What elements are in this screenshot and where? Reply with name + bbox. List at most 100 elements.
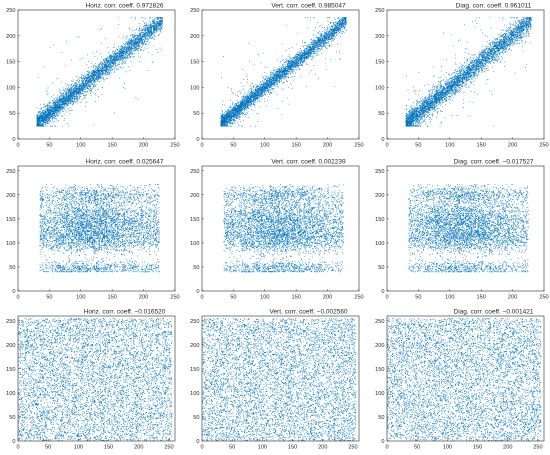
scatter-point [48,114,50,116]
scatter-point [132,44,133,45]
scatter-point [78,88,79,89]
scatter-point [86,80,87,82]
scatter-point [141,39,142,41]
scatter-point [93,72,95,74]
scatter-point [97,72,98,74]
scatter-point [56,114,57,116]
x-tick-label: 250 [170,143,179,149]
scatter-point [129,51,130,53]
scatter-point [57,111,58,112]
scatter-point [144,25,146,26]
scatter-point [91,88,93,89]
scatter-point [131,33,133,35]
scatter-point [121,52,123,54]
scatter-point [38,124,40,125]
scatter-point [42,122,44,124]
scatter-point [45,116,47,118]
scatter-point [94,71,95,72]
scatter-point [136,42,137,43]
scatter-point [139,41,141,43]
scatter-point [157,23,158,24]
scatter-point [152,36,154,38]
scatter-point [144,25,146,27]
scatter-point [111,66,113,68]
scatter-point [259,93,261,94]
scatter-point [142,39,144,41]
scatter-point [64,98,66,100]
scatter-point [136,34,137,36]
scatter-point [74,88,76,90]
scatter-point [115,59,117,60]
scatter-point [158,24,160,26]
scatter-point [94,73,95,75]
scatter-point [37,121,39,123]
scatter-point [104,66,106,68]
scatter-point [152,27,154,29]
scatter-point [46,118,48,120]
scatter-point [92,77,93,79]
scatter-point [57,100,59,102]
scatter-point [71,97,73,99]
scatter-point [142,30,144,32]
scatter-point [120,56,122,58]
scatter-point [99,74,101,76]
scatter-point [56,106,58,108]
scatter-point [122,52,124,54]
scatter-point [59,112,61,114]
scatter-point [77,93,78,95]
scatter-point [149,20,151,22]
scatter-point [114,65,116,66]
scatter-point [145,44,147,46]
scatter-point [73,98,75,100]
scatter-point [108,59,109,61]
scatter-point [137,36,139,38]
scatter-point [106,58,108,59]
scatter-point [87,78,89,80]
scatter-point [44,115,46,116]
scatter-point [37,116,39,118]
scatter-point [102,68,104,69]
scatter-point [152,62,154,64]
scatter-point [108,57,109,59]
scatter-point [81,76,82,78]
scatter-point [69,96,71,98]
scatter-point [124,58,126,60]
scatter-point [137,45,139,47]
scatter-point [125,46,127,48]
scatter-point [108,68,109,70]
scatter-point [64,102,66,104]
scatter-point [121,55,123,56]
scatter-point [54,116,56,118]
scatter-point [108,74,110,76]
scatter-point [134,46,135,48]
scatter-point [78,88,79,90]
scatter-point [143,35,145,37]
scatter-point [107,68,109,70]
scatter-point [63,108,65,110]
scatter-point [57,94,58,96]
scatter-point [83,80,84,82]
scatter-point [131,37,133,39]
scatter-point [111,61,113,63]
scatter-point [55,102,57,104]
scatter-point [91,77,92,79]
scatter-point [103,73,105,74]
scatter-point [97,74,99,76]
scatter-point [112,63,113,65]
scatter-point [41,124,43,126]
scatter-point [65,92,67,94]
scatter-point [94,80,95,82]
scatter-point [149,30,151,32]
scatter-point [93,77,94,79]
scatter-point [308,44,310,46]
scatter-point [120,51,122,53]
scatter-point [115,51,116,53]
scatter-point [58,91,60,93]
scatter-point [125,51,127,52]
scatter-point [331,44,333,46]
scatter-point [157,25,158,27]
scatter-point [67,103,69,105]
scatter-point [67,101,69,102]
scatter-point [161,22,163,24]
scatter-point [126,43,128,45]
